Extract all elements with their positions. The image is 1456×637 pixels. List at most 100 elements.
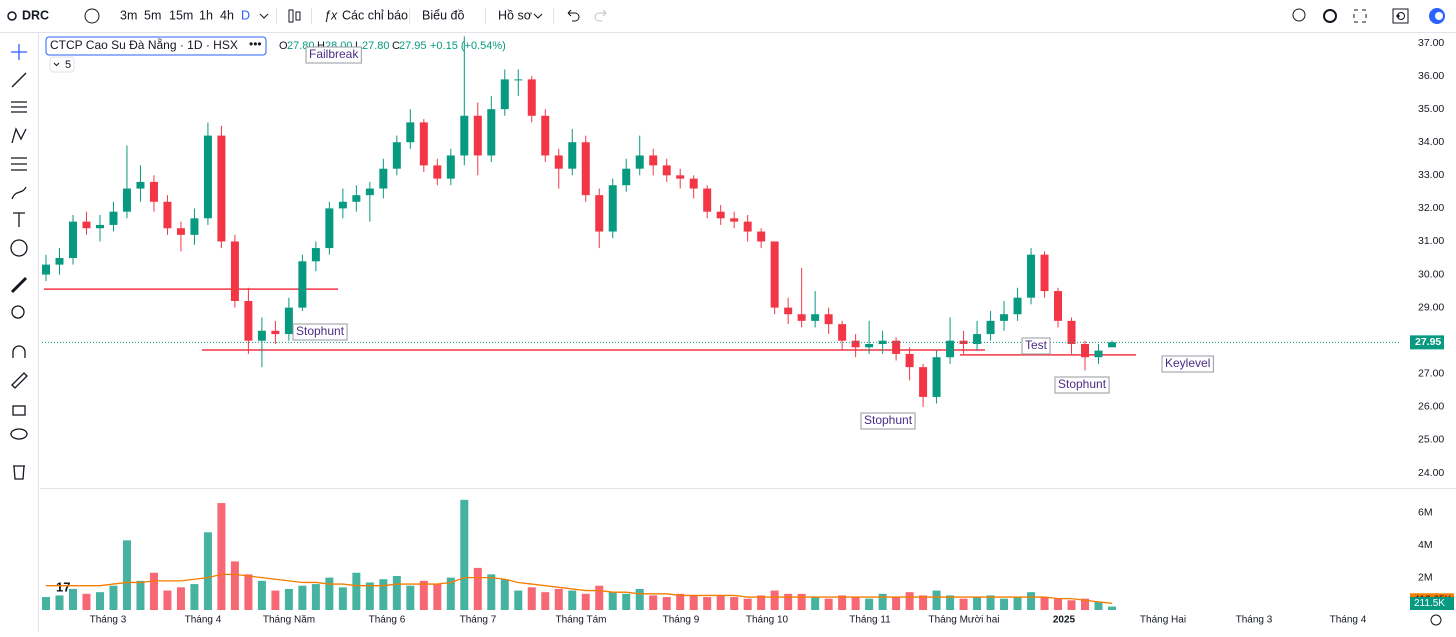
volume-bar	[203, 532, 212, 610]
candle-body	[1094, 350, 1103, 358]
redo[interactable]	[594, 9, 607, 22]
candle-body	[1067, 320, 1076, 344]
candle-body	[865, 344, 874, 348]
search-icon[interactable]	[7, 11, 17, 21]
zoom-tool[interactable]	[11, 305, 25, 319]
x-tick-label: Tháng 7	[460, 615, 497, 626]
candle-body	[68, 221, 77, 258]
candle-body	[190, 218, 199, 235]
interval[interactable]: 4h	[220, 8, 234, 22]
candle-body	[811, 314, 820, 321]
candle-body	[284, 307, 293, 335]
forecast-tool[interactable]	[11, 157, 27, 171]
brush-tool[interactable]	[11, 186, 27, 200]
volume-tick-label: 2M	[1418, 571, 1433, 583]
candle-body	[244, 301, 253, 341]
settings[interactable]	[1323, 9, 1337, 23]
candle-body	[770, 241, 779, 308]
candle-body	[136, 181, 145, 189]
axis-settings[interactable]	[1430, 614, 1442, 626]
chevron[interactable]	[533, 13, 543, 19]
text-tool[interactable]	[13, 212, 25, 227]
pattern-tool[interactable]	[11, 127, 27, 144]
annotation-text: Stophunt	[296, 324, 345, 338]
lock-tool[interactable]	[12, 405, 26, 416]
x-tick-label: Tháng 3	[90, 615, 127, 626]
volume-bar	[703, 597, 712, 610]
volume-bar	[82, 593, 91, 610]
volume-bar	[581, 593, 590, 610]
volume-bar	[514, 590, 523, 610]
y-tick-label: 26.00	[1418, 401, 1444, 413]
candle-body	[716, 211, 725, 219]
volume-bar	[392, 575, 401, 610]
top-toolbar	[0, 0, 1456, 32]
ruler-tool[interactable]	[10, 276, 28, 294]
undo[interactable]	[567, 9, 580, 22]
line-tool[interactable]	[11, 72, 27, 88]
snapshot[interactable]	[1392, 8, 1409, 24]
volume-bar	[676, 593, 685, 610]
volume-bar	[595, 585, 604, 610]
annotation: Test	[1021, 337, 1051, 355]
candle-body	[919, 367, 928, 397]
legend-box[interactable]	[45, 36, 267, 56]
annotation-text: Stophunt	[864, 413, 913, 427]
candle-body	[676, 175, 685, 179]
candle-body	[433, 165, 442, 179]
fx-icon[interactable]: ƒx	[324, 8, 338, 22]
volume-bar	[109, 585, 118, 610]
legend-o: O	[279, 40, 288, 52]
volume-bar	[973, 597, 982, 610]
volume-bar	[1067, 600, 1076, 610]
volume-box	[1410, 597, 1454, 610]
interval[interactable]: 15m	[169, 8, 193, 22]
candle-body	[689, 178, 698, 189]
quick-search[interactable]	[1292, 8, 1306, 22]
chart-menu[interactable]: Biểu đồ	[422, 8, 464, 22]
volume-bar	[716, 595, 725, 610]
volume-bar	[757, 595, 766, 610]
annotation: Stophunt	[1054, 376, 1110, 394]
magnet-tool[interactable]	[12, 345, 26, 358]
legend-name: CTCP Cao Su Đà Nẵng · 1D · HSX	[50, 37, 238, 52]
volume-bar	[959, 598, 968, 610]
candle-body	[554, 155, 563, 169]
emoji-tool[interactable]	[10, 239, 28, 257]
chart-type-icon[interactable]	[295, 11, 301, 21]
candle-body	[541, 115, 550, 156]
chevron[interactable]	[259, 13, 269, 19]
chart-type-icon[interactable]	[288, 9, 294, 23]
interval[interactable]: 1h	[199, 8, 213, 22]
volume-bar	[298, 585, 307, 610]
fib-tool[interactable]	[11, 101, 27, 113]
interval[interactable]: 3m	[120, 8, 137, 22]
draw-mode-tool[interactable]	[11, 372, 28, 389]
candle-body	[1040, 254, 1049, 292]
interval-active[interactable]: D	[241, 8, 250, 22]
annotation-text: Test	[1025, 338, 1048, 352]
crosshair-tool[interactable]	[11, 44, 27, 60]
delete-tool[interactable]	[13, 465, 25, 480]
legend-close: 27.95	[399, 40, 427, 52]
legend-more[interactable]: •••	[249, 37, 262, 51]
candle-body	[581, 142, 590, 196]
candle-body	[1013, 297, 1022, 315]
volume-bar	[271, 590, 280, 610]
visibility-tool[interactable]	[10, 428, 28, 440]
interval[interactable]: 5m	[144, 8, 161, 22]
indicators[interactable]: Các chỉ báo	[342, 8, 408, 22]
volume-bar	[932, 590, 941, 610]
candle-body	[298, 261, 307, 308]
volume-bar	[95, 592, 104, 610]
collapse-button[interactable]	[49, 56, 75, 73]
symbol[interactable]: DRC	[22, 8, 49, 22]
y-tick-label: 36.00	[1418, 70, 1444, 82]
add-icon[interactable]	[84, 8, 100, 24]
share[interactable]	[1396, 14, 1400, 18]
annotation: Stophunt	[292, 323, 348, 341]
candle-body	[946, 340, 955, 358]
profile-menu[interactable]: Hồ sơ	[498, 8, 532, 22]
fullscreen[interactable]	[1353, 9, 1367, 23]
